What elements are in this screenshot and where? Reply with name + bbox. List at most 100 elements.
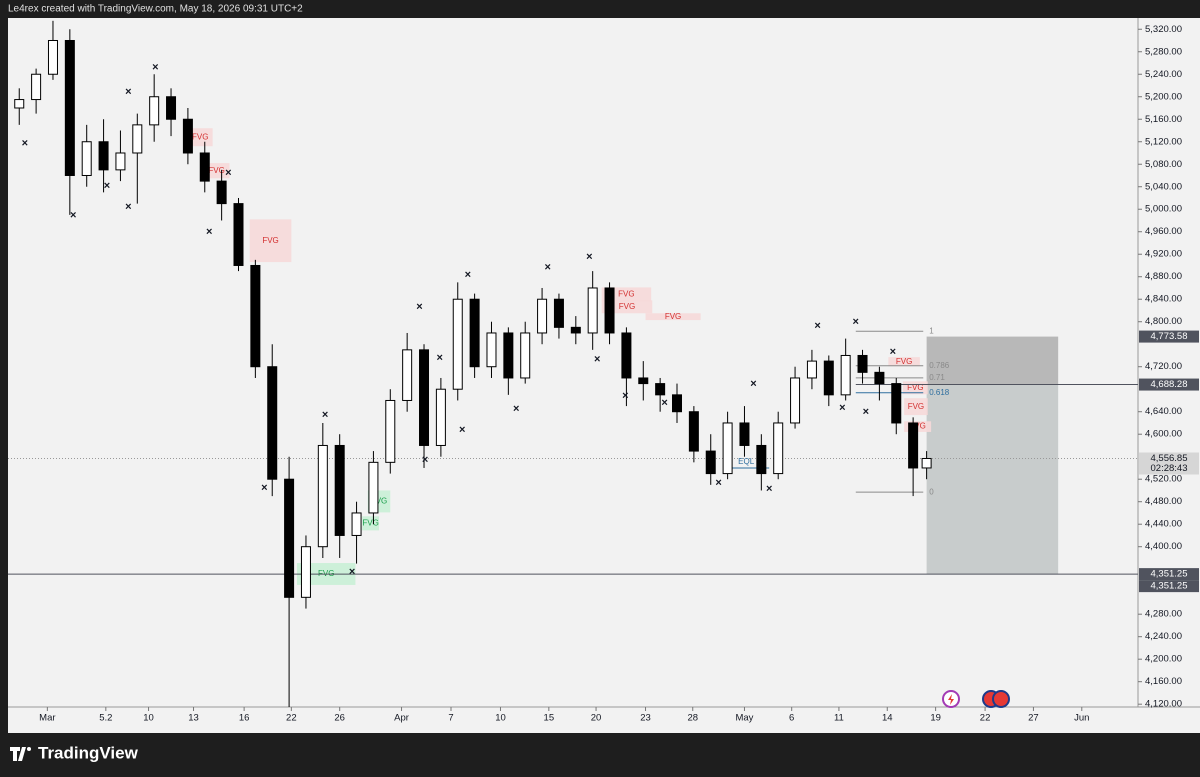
swing-mark: ×	[622, 390, 628, 402]
swing-mark: ×	[459, 424, 465, 436]
icons	[942, 690, 1010, 708]
price-label-bg	[1139, 378, 1199, 391]
fvg-label: FVG	[192, 132, 208, 141]
swing-mark: ×	[104, 180, 110, 192]
candle-body	[857, 354, 868, 373]
swing-mark: ×	[125, 86, 131, 98]
x-tick-label: 5.2	[99, 713, 112, 724]
candle-body	[182, 118, 193, 154]
fvg-label: FVG	[618, 290, 634, 299]
fvg-label: FVG	[907, 383, 923, 392]
candle-body	[655, 383, 666, 396]
countdown: 02:28:43	[1151, 463, 1188, 474]
candle-body	[553, 298, 564, 328]
fib-label: 1	[929, 326, 934, 335]
candle-body	[149, 96, 160, 126]
price-label-bg	[1139, 452, 1199, 475]
candle-body	[233, 203, 244, 266]
fib-label: 0	[929, 487, 934, 496]
x-tick-label: 27	[1028, 713, 1039, 724]
candle-body	[419, 349, 430, 446]
swing-mark: ×	[863, 406, 869, 418]
y-tick-label: 4,720.00	[1145, 361, 1182, 372]
candle-body	[790, 377, 801, 424]
swing-mark: ×	[70, 209, 76, 221]
y-tick-label: 4,840.00	[1145, 294, 1182, 305]
x-tick-label: 13	[188, 713, 199, 724]
price-label: 4,556.85	[1151, 453, 1188, 464]
candle-body	[199, 152, 210, 182]
candle-body	[570, 326, 581, 334]
price-label: 4,688.28	[1151, 379, 1188, 390]
candle-body	[402, 349, 413, 401]
swing-mark: ×	[586, 251, 592, 263]
swing-mark: ×	[349, 566, 355, 578]
y-tick-label: 5,200.00	[1145, 91, 1182, 102]
candle-body	[64, 39, 75, 176]
candle-body	[773, 422, 784, 475]
candle-body	[14, 99, 25, 109]
candle-body	[469, 298, 480, 368]
candle-body	[604, 287, 615, 334]
candle-body	[486, 332, 497, 368]
swing-mark: ×	[766, 483, 772, 495]
swing-mark: ×	[322, 409, 328, 421]
y-tick-label: 4,200.00	[1145, 654, 1182, 665]
y-tick-label: 5,040.00	[1145, 181, 1182, 192]
price-label-bg	[1139, 330, 1199, 343]
x-tick-label: Jun	[1074, 713, 1089, 724]
x-tick-label: 20	[591, 713, 602, 724]
candle-body	[115, 152, 126, 171]
price-label: 4,773.58	[1151, 331, 1188, 342]
x-tick-label: 10	[143, 713, 154, 724]
candle-body	[317, 444, 328, 548]
candle-body	[98, 141, 109, 171]
candle-body	[722, 422, 733, 475]
price-label: 4,351.25	[1151, 581, 1188, 592]
swing-mark: ×	[416, 301, 422, 313]
candle-body	[874, 371, 885, 385]
x-tick-label: 26	[334, 713, 345, 724]
swing-mark: ×	[22, 137, 28, 149]
eql-label: EQL	[738, 457, 755, 466]
y-tick-label: 4,600.00	[1145, 429, 1182, 440]
fvg-label: FVG	[362, 518, 378, 527]
candle-body	[621, 332, 632, 379]
candle-body	[452, 298, 463, 390]
swing-mark: ×	[125, 201, 131, 213]
y-tick-label: 5,160.00	[1145, 114, 1182, 125]
swing-mark: ×	[152, 61, 158, 73]
candle-body	[587, 287, 598, 334]
candle-body	[688, 411, 699, 452]
y-tick-label: 4,400.00	[1145, 541, 1182, 552]
candle-body	[756, 444, 767, 475]
x-tick-label: May	[735, 713, 753, 724]
candle-body	[891, 383, 902, 424]
price-label: 4,351.25	[1151, 569, 1188, 580]
swing-mark: ×	[853, 316, 859, 328]
x-tick-label: Apr	[394, 713, 409, 724]
candle-body	[368, 461, 379, 514]
x-tick-label: 15	[544, 713, 555, 724]
candle-body	[806, 360, 817, 379]
swing-mark: ×	[661, 397, 667, 409]
candle-body	[739, 422, 750, 446]
x-tick-label: 28	[687, 713, 698, 724]
y-tick-label: 4,800.00	[1145, 316, 1182, 327]
y-tick-label: 4,640.00	[1145, 406, 1182, 417]
candle-body	[435, 388, 446, 446]
candle-body	[300, 546, 311, 598]
candle-body	[823, 360, 834, 396]
fvg-label: FVG	[908, 402, 924, 411]
fvg-zone	[888, 357, 920, 367]
candle-body	[908, 422, 919, 469]
y-tick-label: 5,280.00	[1145, 46, 1182, 57]
swing-mark: ×	[206, 226, 212, 238]
candle-body	[166, 96, 177, 120]
candle-body	[503, 332, 514, 379]
logo	[10, 747, 31, 761]
brand: TradingView	[38, 743, 139, 762]
candle-body	[216, 180, 227, 205]
